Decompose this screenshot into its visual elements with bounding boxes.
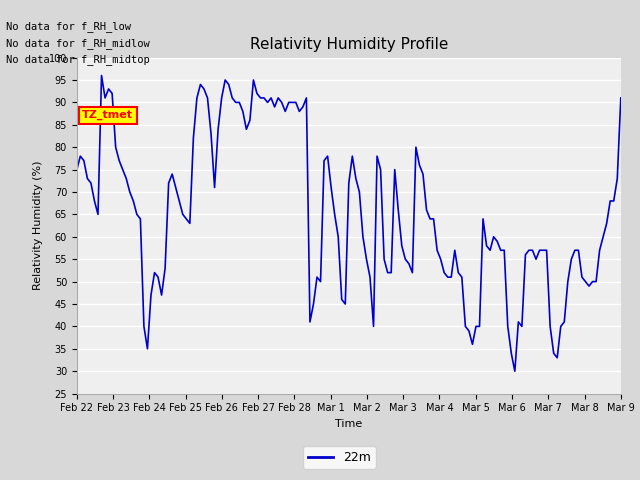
Legend: 22m: 22m	[303, 446, 376, 469]
Title: Relativity Humidity Profile: Relativity Humidity Profile	[250, 37, 448, 52]
Text: No data for f_RH_midlow: No data for f_RH_midlow	[6, 37, 150, 48]
Text: TZ_tmet: TZ_tmet	[82, 110, 133, 120]
Text: No data for f_RH_midtop: No data for f_RH_midtop	[6, 54, 150, 65]
Text: No data for f_RH_low: No data for f_RH_low	[6, 21, 131, 32]
X-axis label: Time: Time	[335, 419, 362, 429]
Y-axis label: Relativity Humidity (%): Relativity Humidity (%)	[33, 161, 43, 290]
